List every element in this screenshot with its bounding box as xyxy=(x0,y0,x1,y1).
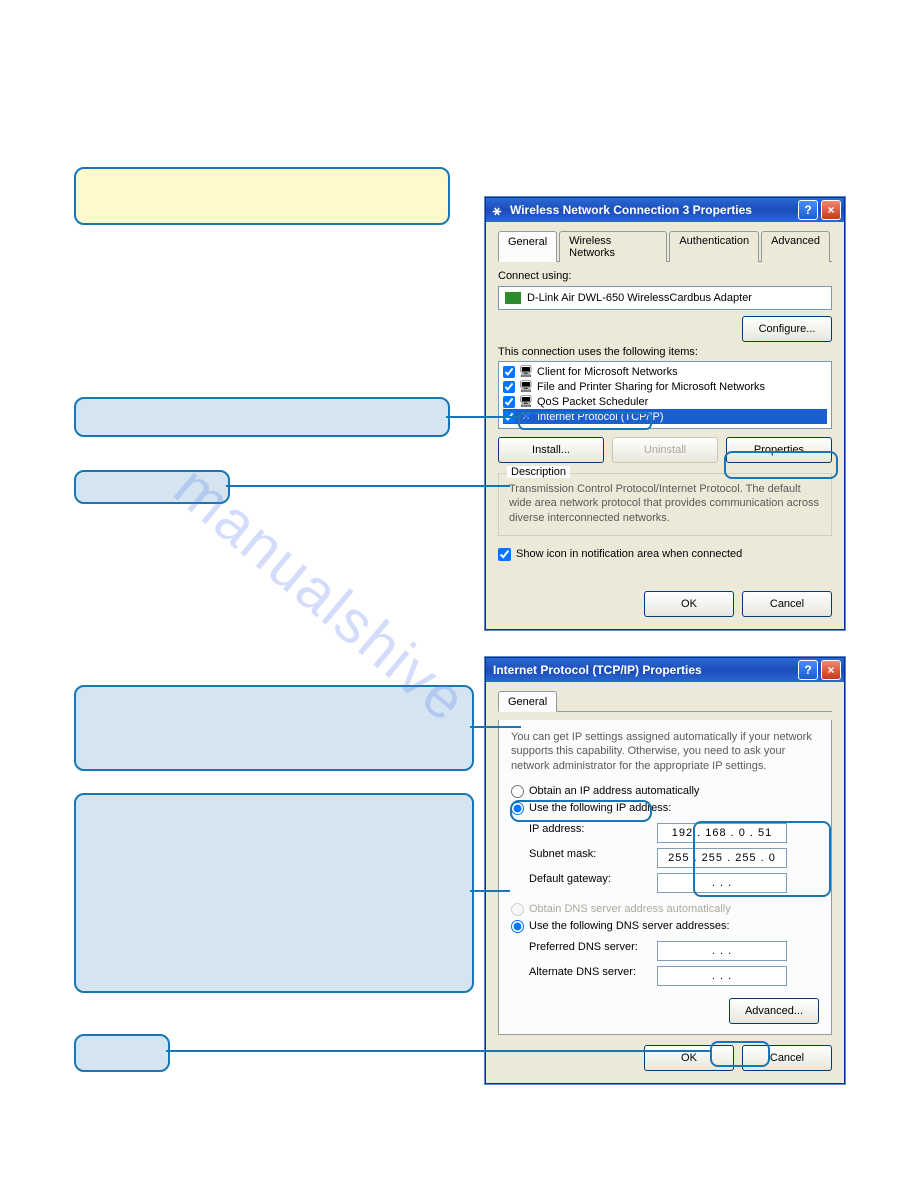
install-button[interactable]: Install... xyxy=(498,437,604,463)
help-button[interactable]: ? xyxy=(798,200,818,220)
titlebar-1[interactable]: ⚹ Wireless Network Connection 3 Properti… xyxy=(486,198,844,222)
ip-address-input[interactable]: 192 . 168 . 0 . 51 xyxy=(657,823,787,843)
pref-dns-label: Preferred DNS server: xyxy=(529,941,649,961)
item-checkbox-1[interactable] xyxy=(503,366,515,378)
alt-dns-input[interactable]: . . . xyxy=(657,966,787,986)
item-label-2: File and Printer Sharing for Microsoft N… xyxy=(537,381,765,393)
dns-grid: Preferred DNS server: . . . Alternate DN… xyxy=(529,941,819,986)
connector-5 xyxy=(166,1050,711,1052)
share-icon: 🖥 xyxy=(519,380,533,394)
tabs-2: General xyxy=(498,690,832,712)
wireless-properties-window: ⚹ Wireless Network Connection 3 Properti… xyxy=(485,197,845,630)
radio-auto-ip[interactable] xyxy=(511,785,524,798)
show-icon-row[interactable]: Show icon in notification area when conn… xyxy=(498,546,832,563)
tabs-1: General Wireless Networks Authentication… xyxy=(498,230,832,262)
tab-authentication[interactable]: Authentication xyxy=(669,231,759,262)
tab-advanced[interactable]: Advanced xyxy=(761,231,830,262)
intro-text: You can get IP settings assigned automat… xyxy=(511,730,819,773)
tab-content-2: You can get IP settings assigned automat… xyxy=(498,720,832,1035)
adapter-field: D-Link Air DWL-650 WirelessCardbus Adapt… xyxy=(498,286,832,310)
radio-auto-dns-label: Obtain DNS server address automatically xyxy=(529,903,731,915)
item-checkbox-2[interactable] xyxy=(503,381,515,393)
list-item[interactable]: 🖥 Client for Microsoft Networks xyxy=(503,364,827,379)
item-checkbox-3[interactable] xyxy=(503,396,515,408)
tab-general[interactable]: General xyxy=(498,231,557,262)
configure-button[interactable]: Configure... xyxy=(742,316,832,342)
subnet-mask-label: Subnet mask: xyxy=(529,848,649,868)
default-gateway-input[interactable]: . . . xyxy=(657,873,787,893)
items-label: This connection uses the following items… xyxy=(498,346,832,358)
show-icon-label: Show icon in notification area when conn… xyxy=(516,548,742,560)
advanced-button[interactable]: Advanced... xyxy=(729,998,819,1024)
show-icon-checkbox[interactable] xyxy=(498,548,511,561)
ok-button-2[interactable]: OK xyxy=(644,1045,734,1071)
qos-icon: 🖥 xyxy=(519,395,533,409)
callout-3 xyxy=(74,470,230,504)
radio-use-dns-row[interactable]: Use the following DNS server addresses: xyxy=(511,918,819,935)
list-item[interactable]: 🖥 QoS Packet Scheduler xyxy=(503,394,827,409)
callout-2 xyxy=(74,397,450,437)
description-text: Transmission Control Protocol/Internet P… xyxy=(509,482,821,525)
items-listbox[interactable]: 🖥 Client for Microsoft Networks 🖥 File a… xyxy=(498,361,832,429)
connector-1 xyxy=(446,416,521,418)
default-gateway-label: Default gateway: xyxy=(529,873,649,893)
cancel-button-2[interactable]: Cancel xyxy=(742,1045,832,1071)
ok-button[interactable]: OK xyxy=(644,591,734,617)
ip-grid: IP address: 192 . 168 . 0 . 51 Subnet ma… xyxy=(529,823,819,893)
pref-dns-input[interactable]: . . . xyxy=(657,941,787,961)
item-label-1: Client for Microsoft Networks xyxy=(537,366,678,378)
tcpip-properties-window: Internet Protocol (TCP/IP) Properties ? … xyxy=(485,657,845,1084)
client-icon: 🖥 xyxy=(519,365,533,379)
uninstall-button: Uninstall xyxy=(612,437,718,463)
tab-wireless-networks[interactable]: Wireless Networks xyxy=(559,231,667,262)
alt-dns-label: Alternate DNS server: xyxy=(529,966,649,986)
description-fieldset: Description Transmission Control Protoco… xyxy=(498,473,832,536)
connector-3 xyxy=(470,726,521,728)
connector-4 xyxy=(470,890,510,892)
description-legend: Description xyxy=(507,466,570,478)
item-label-3: QoS Packet Scheduler xyxy=(537,396,648,408)
radio-auto-dns-row: Obtain DNS server address automatically xyxy=(511,901,819,918)
callout-5 xyxy=(74,793,474,993)
network-icon: ⚹ xyxy=(489,202,505,218)
window-title-1: Wireless Network Connection 3 Properties xyxy=(510,203,795,217)
close-button-2[interactable]: × xyxy=(821,660,841,680)
properties-button[interactable]: Properties xyxy=(726,437,832,463)
adapter-name: D-Link Air DWL-650 WirelessCardbus Adapt… xyxy=(527,292,752,304)
list-item[interactable]: 🖥 File and Printer Sharing for Microsoft… xyxy=(503,379,827,394)
subnet-mask-input[interactable]: 255 . 255 . 255 . 0 xyxy=(657,848,787,868)
window-title-2: Internet Protocol (TCP/IP) Properties xyxy=(489,663,795,677)
radio-use-dns[interactable] xyxy=(511,920,524,933)
radio-use-ip[interactable] xyxy=(511,802,524,815)
connector-2 xyxy=(226,485,510,487)
list-item-selected[interactable]: ⁙ Internet Protocol (TCP/IP) xyxy=(503,409,827,424)
ip-address-label: IP address: xyxy=(529,823,649,843)
help-button-2[interactable]: ? xyxy=(798,660,818,680)
callout-1 xyxy=(74,167,450,225)
protocol-icon: ⁙ xyxy=(519,410,533,424)
titlebar-2[interactable]: Internet Protocol (TCP/IP) Properties ? … xyxy=(486,658,844,682)
item-label-4: Internet Protocol (TCP/IP) xyxy=(537,411,664,423)
close-button[interactable]: × xyxy=(821,200,841,220)
tab-general-2[interactable]: General xyxy=(498,691,557,712)
radio-auto-ip-label: Obtain an IP address automatically xyxy=(529,785,699,797)
radio-use-dns-label: Use the following DNS server addresses: xyxy=(529,920,730,932)
nic-icon xyxy=(505,292,521,304)
connect-using-label: Connect using: xyxy=(498,270,832,282)
cancel-button[interactable]: Cancel xyxy=(742,591,832,617)
radio-auto-dns xyxy=(511,903,524,916)
radio-use-ip-label: Use the following IP address: xyxy=(529,802,671,814)
callout-4 xyxy=(74,685,474,771)
radio-auto-ip-row[interactable]: Obtain an IP address automatically xyxy=(511,783,819,800)
callout-6 xyxy=(74,1034,170,1072)
radio-use-ip-row[interactable]: Use the following IP address: xyxy=(511,800,819,817)
